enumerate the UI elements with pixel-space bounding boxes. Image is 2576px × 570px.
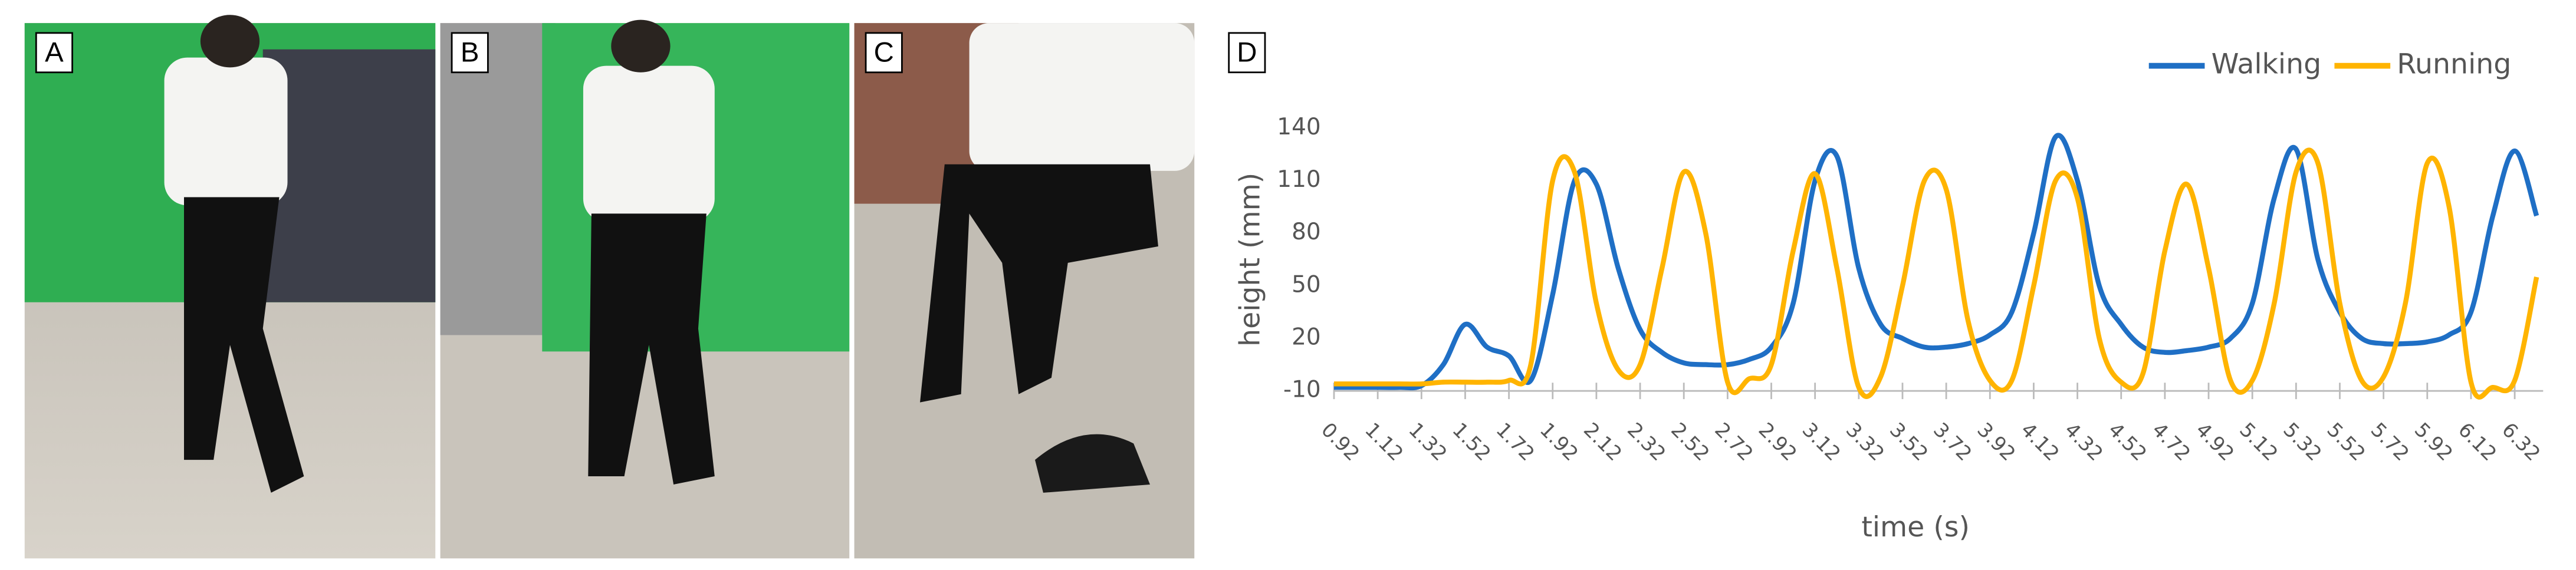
x-axis-title: time (s) <box>1861 511 1970 543</box>
y-tick-label: 110 <box>1277 166 1320 193</box>
panel-label-text: A <box>45 37 64 68</box>
x-tick-label: 5.72 <box>2367 418 2414 465</box>
x-tick-label: 3.92 <box>1973 418 2020 465</box>
x-tick-label: 2.92 <box>1754 418 1801 465</box>
y-axis-title: height (mm) <box>1234 173 1267 347</box>
panel-label-text: B <box>461 37 479 68</box>
x-tick-label: 2.32 <box>1623 418 1670 465</box>
y-tick-label: 50 <box>1292 271 1321 298</box>
x-tick-label: 4.32 <box>2060 418 2107 465</box>
x-tick-label: 1.52 <box>1448 418 1495 465</box>
x-tick-label: 4.52 <box>2104 418 2151 465</box>
panel-label-text: C <box>874 37 894 68</box>
x-tick-label: 1.92 <box>1536 418 1583 465</box>
x-tick-label: 1.72 <box>1492 418 1539 465</box>
x-tick-label: 3.12 <box>1798 418 1845 465</box>
x-tick-label: 1.12 <box>1361 418 1408 465</box>
y-tick-label: -10 <box>1283 377 1321 403</box>
x-tick-label: 4.12 <box>2016 418 2064 465</box>
x-tick-label: 5.92 <box>2410 418 2457 465</box>
x-tick-label: 5.12 <box>2235 418 2282 465</box>
legend-label: Running <box>2397 48 2511 81</box>
chart: -102050801101400.921.121.321.521.721.922… <box>1277 48 2545 466</box>
line-series <box>1333 133 2539 391</box>
x-tick-label: 3.52 <box>1885 418 1933 465</box>
x-tick-label: 3.72 <box>1929 418 1976 465</box>
x-tick-label: 4.72 <box>2148 418 2195 465</box>
panel-label-d: D <box>1228 32 1266 74</box>
x-tick-label: 1.32 <box>1404 418 1451 465</box>
panel-label-b: B <box>451 32 489 74</box>
photo-c <box>854 23 1195 559</box>
x-tick-label: 6.32 <box>2498 418 2545 465</box>
photo-b <box>440 19 850 559</box>
x-tick-label: 2.52 <box>1667 418 1714 465</box>
x-tick-label: 3.32 <box>1842 418 1889 465</box>
photo-a <box>24 15 436 559</box>
x-tick-label: 2.12 <box>1579 418 1627 465</box>
legend-label: Walking <box>2212 48 2322 81</box>
x-tick-label: 4.92 <box>2191 418 2239 465</box>
panel-label-c: C <box>865 32 903 74</box>
y-tick-label: 20 <box>1292 324 1321 351</box>
x-tick-label: 5.52 <box>2322 418 2370 465</box>
x-tick-label: 5.32 <box>2279 418 2326 465</box>
x-tick-label: 6.12 <box>2454 418 2501 465</box>
line-series <box>1333 147 2539 400</box>
panel-label-a: A <box>35 32 73 74</box>
x-tick-label: 0.92 <box>1317 418 1364 465</box>
x-tick-label: 2.72 <box>1710 418 1757 465</box>
y-tick-label: 140 <box>1277 114 1320 140</box>
panel-label-text: D <box>1237 37 1257 68</box>
y-tick-label: 80 <box>1292 219 1321 245</box>
